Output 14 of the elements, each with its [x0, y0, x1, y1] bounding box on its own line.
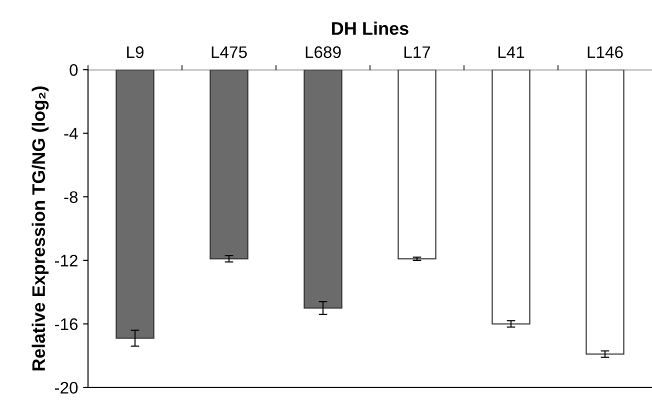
y-tick-label: -12 — [54, 254, 78, 266]
x-tick-label: L17 — [404, 46, 430, 58]
y-tick-label: -4 — [64, 128, 78, 140]
x-tick-label: L475 — [212, 46, 247, 58]
y-tick-label: -20 — [54, 382, 78, 394]
y-tick-label: 0 — [70, 64, 78, 76]
x-axis-title: DH Lines — [332, 22, 408, 35]
x-tick-label: L689 — [306, 46, 341, 58]
x-tick-label: L9 — [127, 46, 144, 58]
x-tick-label: L41 — [498, 46, 524, 58]
y-tick-label: -8 — [64, 191, 78, 204]
y-tick-label: -16 — [54, 318, 78, 330]
x-tick-label: L146 — [588, 46, 623, 58]
y-axis-title: Relative Expression TG/NG (log₂) — [32, 86, 49, 370]
